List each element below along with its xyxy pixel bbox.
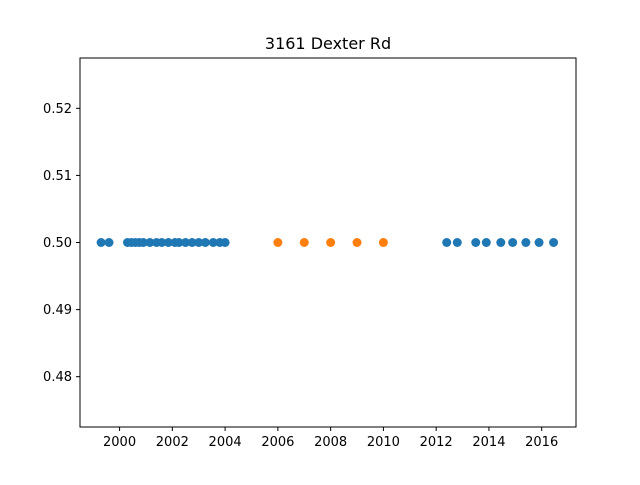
data-point-series-0 (442, 238, 452, 247)
data-point-series-0 (549, 238, 559, 247)
chart-title: 3161 Dexter Rd (265, 34, 391, 53)
data-point-series-0 (181, 238, 191, 247)
data-point-series-0 (174, 238, 184, 247)
x-tick-label: 2016 (525, 435, 558, 450)
data-point-series-0 (452, 238, 462, 247)
data-point-series-0 (496, 238, 506, 247)
data-point-series-1 (352, 238, 362, 247)
data-point-series-0 (157, 238, 167, 247)
data-point-series-0 (534, 238, 544, 247)
data-point-series-1 (299, 238, 309, 247)
x-tick-label: 2010 (367, 435, 400, 450)
data-point-series-1 (273, 238, 283, 247)
data-point-series-0 (145, 238, 155, 247)
data-point-series-0 (163, 238, 173, 247)
x-tick-label: 2004 (209, 435, 242, 450)
data-point-series-0 (508, 238, 518, 247)
data-point-series-0 (521, 238, 531, 247)
points-layer (96, 238, 559, 247)
data-point-series-0 (220, 238, 230, 247)
data-point-series-1 (326, 238, 336, 247)
y-tick-label: 0.49 (43, 303, 72, 318)
data-point-series-0 (104, 238, 114, 247)
x-tick-label: 2002 (156, 435, 189, 450)
y-tick-label: 0.50 (43, 236, 72, 251)
x-tick-label: 2012 (420, 435, 453, 450)
y-axis: 0.48 0.49 0.50 0.51 0.52 (43, 102, 80, 385)
x-tick-label: 2000 (103, 435, 136, 450)
y-tick-label: 0.52 (43, 102, 72, 117)
plot-frame (79, 57, 577, 428)
data-point-series-0 (471, 238, 481, 247)
x-tick-label: 2014 (472, 435, 505, 450)
data-point-series-0 (194, 238, 204, 247)
data-point-series-1 (378, 238, 388, 247)
data-point-series-0 (96, 238, 106, 247)
y-tick-label: 0.48 (43, 370, 72, 385)
data-point-series-0 (187, 238, 197, 247)
data-point-series-0 (481, 238, 491, 247)
y-tick-label: 0.51 (43, 169, 72, 184)
data-point-series-0 (138, 238, 148, 247)
data-point-series-0 (200, 238, 210, 247)
x-tick-label: 2006 (261, 435, 294, 450)
x-axis: 2000 2002 2004 2006 2008 2010 2012 2014 2016 (103, 427, 558, 450)
x-tick-label: 2008 (314, 435, 347, 450)
data-point-series-0 (208, 238, 218, 247)
